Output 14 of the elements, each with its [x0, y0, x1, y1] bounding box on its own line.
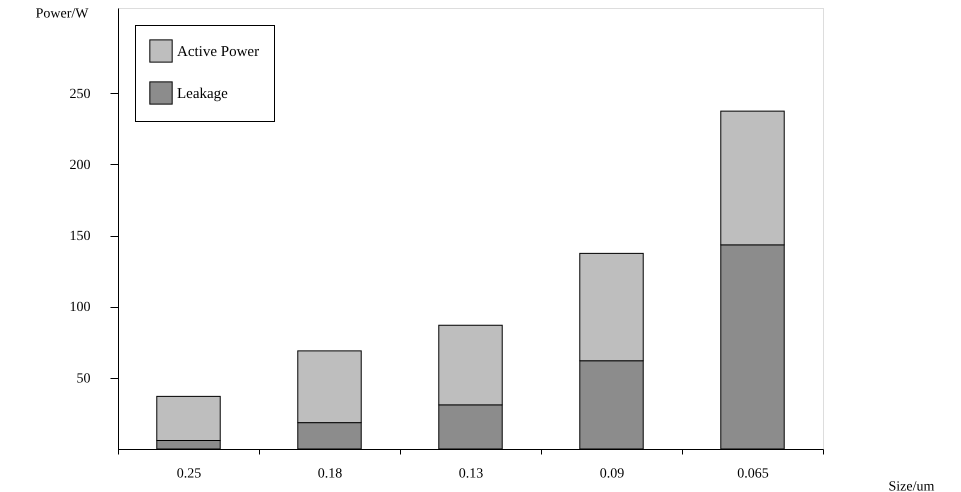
- legend-label: Active Power: [177, 44, 260, 60]
- y-axis-title: Power/W: [36, 6, 90, 22]
- y-tick-label: 200: [70, 158, 90, 173]
- y-tick-label: 150: [70, 229, 90, 244]
- x-tick-label: 0.25: [176, 466, 202, 482]
- x-axis-title: Size/um: [888, 480, 934, 492]
- x-tick-label: 0.065: [737, 466, 769, 482]
- x-tick-label: 0.09: [600, 466, 624, 482]
- x-tick-label: 0.18: [318, 466, 342, 482]
- x-tick-label: 0.13: [458, 466, 484, 482]
- y-tick-label: 100: [70, 300, 90, 316]
- y-tick-label: 250: [70, 86, 90, 102]
- y-tick-label: 50: [76, 371, 90, 386]
- legend-label: Leakage: [177, 86, 228, 102]
